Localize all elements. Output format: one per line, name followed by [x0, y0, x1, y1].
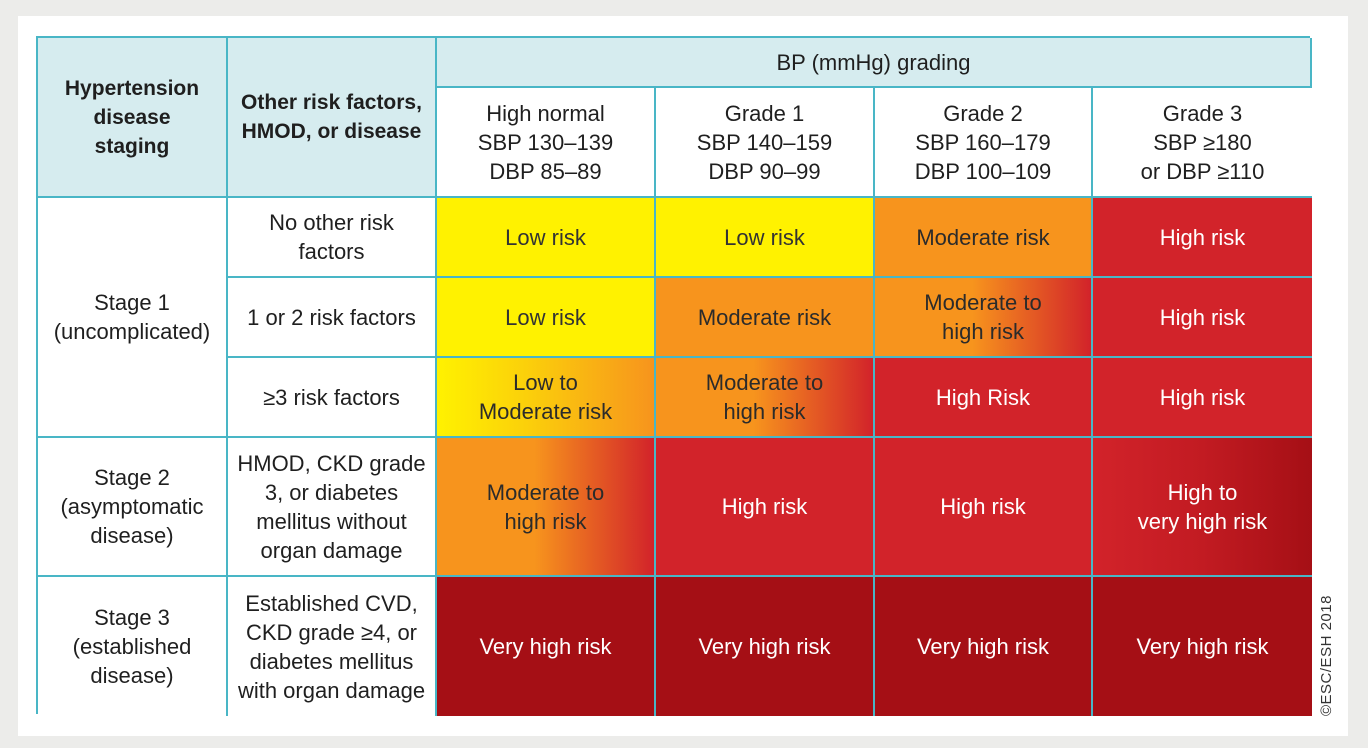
risk-cell: Moderate risk [875, 198, 1093, 278]
risk-cell: High risk [1093, 278, 1312, 358]
header-other-risk: Other risk factors, HMOD, or disease [228, 38, 437, 198]
risk-cell: Moderate to high risk [437, 438, 656, 577]
risk-table: Hypertension disease staging Other risk … [36, 36, 1312, 716]
risk-cell: Very high risk [875, 577, 1093, 716]
risk-cell: High risk [875, 438, 1093, 577]
copyright-notice: ©ESC/ESH 2018 [1318, 595, 1335, 716]
risk-cell: High risk [656, 438, 875, 577]
risk-cell: Low risk [437, 198, 656, 278]
risk-cell: Moderate to high risk [875, 278, 1093, 358]
header-staging: Hypertension disease staging [38, 38, 228, 198]
risk-cell: Low risk [656, 198, 875, 278]
header-grade-3: Grade 3 SBP ≥180 or DBP ≥110 [1093, 88, 1312, 198]
factor-row-4: HMOD, CKD grade 3, or diabetes mellitus … [228, 438, 437, 577]
risk-cell: High risk [1093, 358, 1312, 438]
risk-cell: Low risk [437, 278, 656, 358]
risk-cell: High Risk [875, 358, 1093, 438]
stage-2-label: Stage 2 (asymptomatic disease) [38, 438, 228, 577]
header-grade-high-normal: High normal SBP 130–139 DBP 85–89 [437, 88, 656, 198]
risk-cell: Very high risk [1093, 577, 1312, 716]
risk-cell: Very high risk [656, 577, 875, 716]
stage-3-label: Stage 3 (established disease) [38, 577, 228, 716]
stage-1-label: Stage 1 (uncomplicated) [38, 198, 228, 438]
risk-cell: Moderate to high risk [656, 358, 875, 438]
factor-row-1: No other risk factors [228, 198, 437, 278]
header-bp-grading: BP (mmHg) grading [437, 38, 1312, 88]
risk-cell: Very high risk [437, 577, 656, 716]
risk-cell: High risk [1093, 198, 1312, 278]
header-grade-1: Grade 1 SBP 140–159 DBP 90–99 [656, 88, 875, 198]
factor-row-2: 1 or 2 risk factors [228, 278, 437, 358]
header-grade-2: Grade 2 SBP 160–179 DBP 100–109 [875, 88, 1093, 198]
factor-row-5: Established CVD, CKD grade ≥4, or diabet… [228, 577, 437, 716]
risk-cell: High to very high risk [1093, 438, 1312, 577]
risk-cell: Low to Moderate risk [437, 358, 656, 438]
factor-row-3: ≥3 risk factors [228, 358, 437, 438]
risk-cell: Moderate risk [656, 278, 875, 358]
